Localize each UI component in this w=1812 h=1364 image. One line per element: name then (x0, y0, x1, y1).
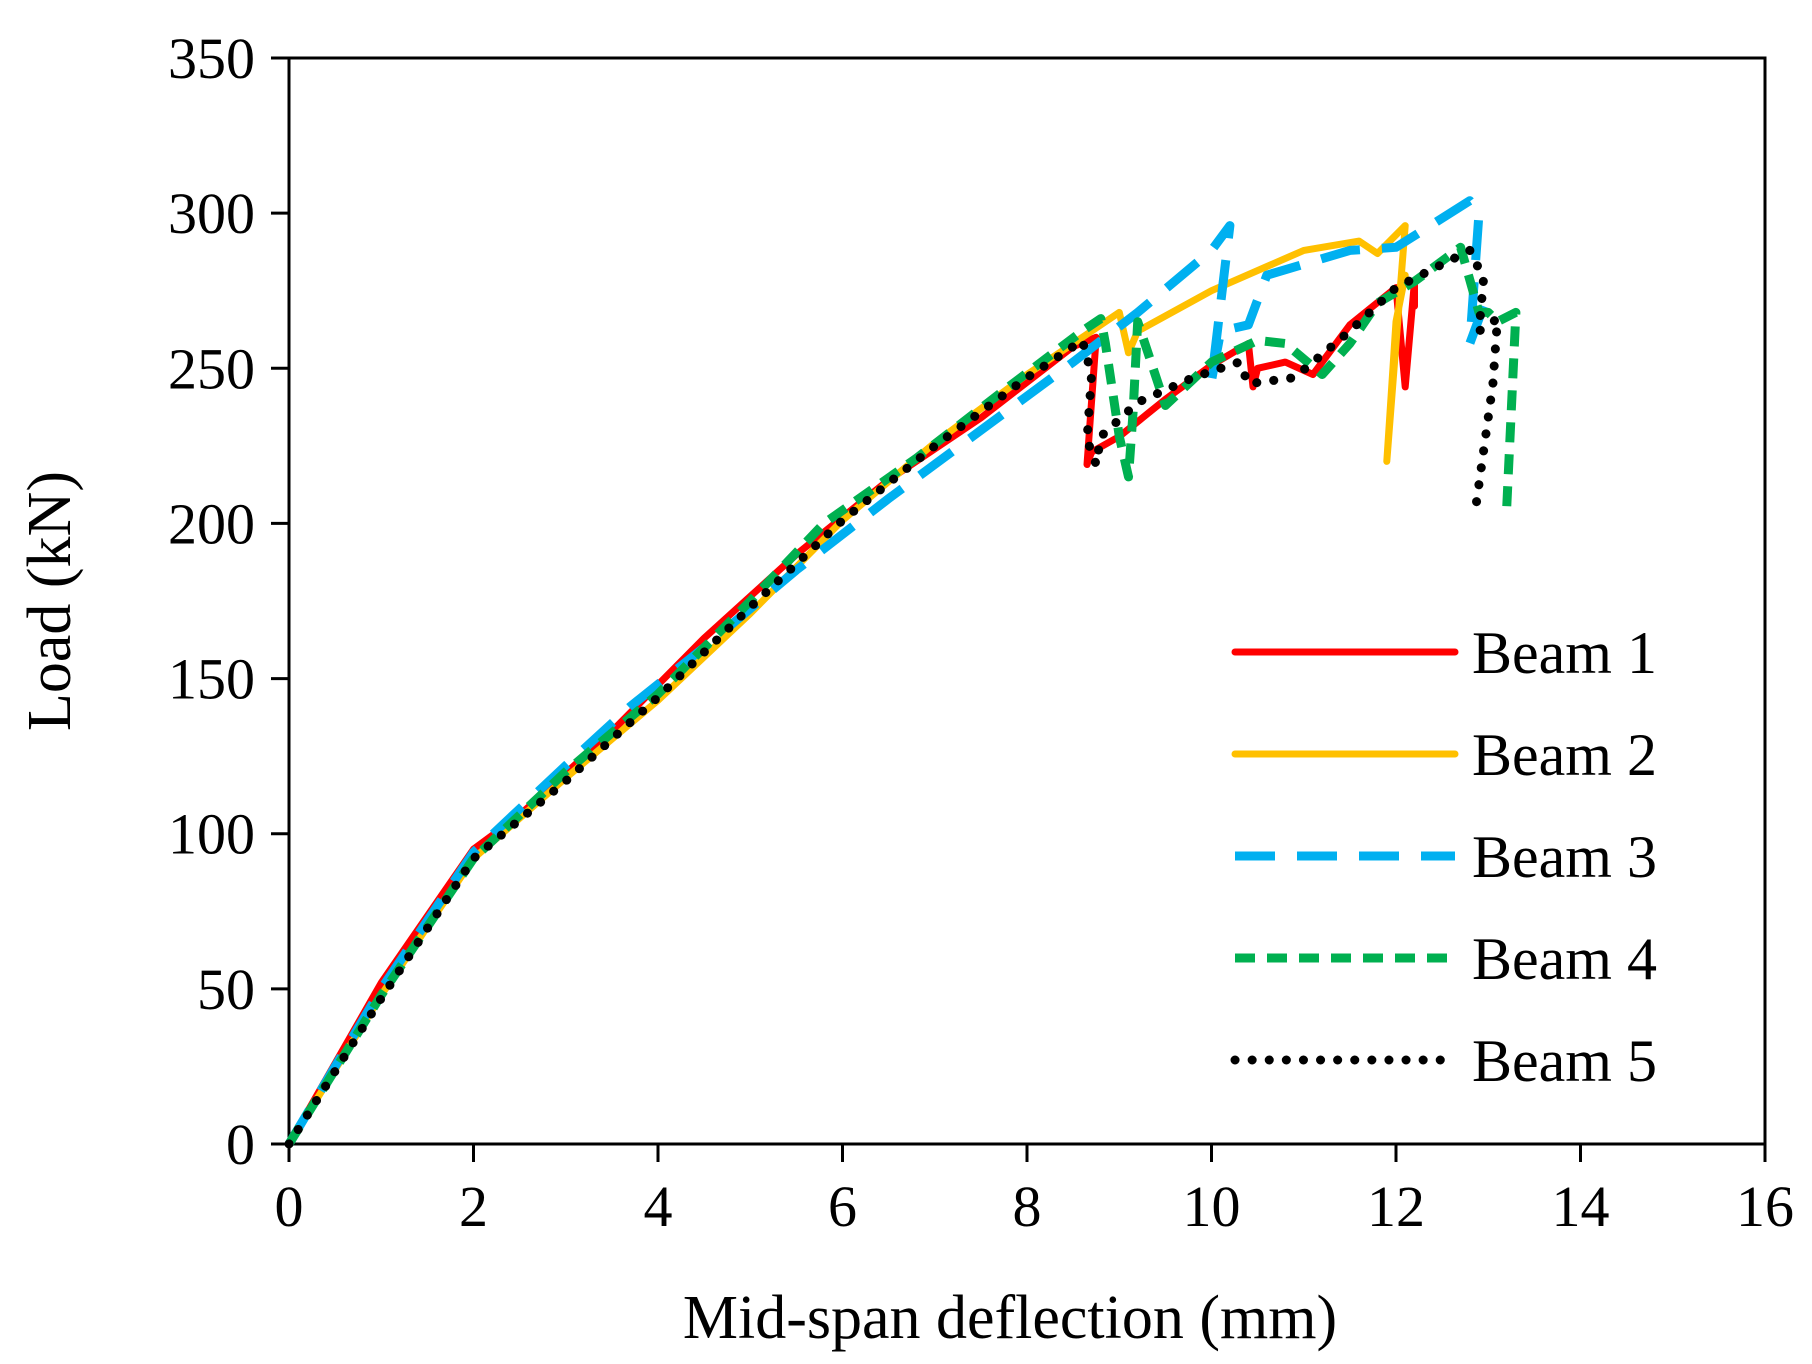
legend: Beam 1 Beam 2 Beam 3 Beam 4 Beam 5 (1230, 620, 1657, 1094)
x-axis-title: Mid-span deflection (mm) (683, 1284, 1337, 1352)
x-axis-ticks: 0 2 4 6 8 10 12 14 16 (275, 1144, 1794, 1239)
y-axis-title: Load (kN) (16, 471, 84, 731)
legend-label-beam-2: Beam 2 (1472, 722, 1657, 788)
x-tick-label: 4 (644, 1174, 673, 1239)
x-tick-label: 10 (1183, 1174, 1241, 1239)
legend-label-beam-4: Beam 4 (1472, 926, 1657, 992)
x-tick-label: 0 (275, 1174, 304, 1239)
y-tick-label: 0 (226, 1112, 255, 1177)
legend-label-beam-5: Beam 5 (1472, 1028, 1657, 1094)
series-line-beam-5 (284, 245, 1502, 1149)
x-tick-label: 14 (1552, 1174, 1610, 1239)
x-tick-label: 2 (459, 1174, 488, 1239)
x-tick-label: 16 (1736, 1174, 1794, 1239)
y-tick-label: 350 (168, 26, 255, 91)
y-axis-ticks: 0 50 100 150 200 250 300 350 (168, 26, 289, 1177)
y-tick-label: 100 (168, 802, 255, 867)
plot-frame (287, 56, 1767, 1146)
x-tick-label: 6 (828, 1174, 857, 1239)
series-line-beam-3 (285, 196, 1488, 1147)
series-line-beam-4 (285, 242, 1521, 1147)
x-tick-label: 8 (1013, 1174, 1042, 1239)
y-tick-label: 200 (168, 491, 255, 556)
y-tick-label: 150 (168, 647, 255, 712)
series-layer (284, 196, 1521, 1149)
y-tick-label: 50 (197, 957, 255, 1022)
y-tick-label: 300 (168, 181, 255, 246)
legend-label-beam-1: Beam 1 (1472, 620, 1657, 686)
y-tick-label: 250 (168, 336, 255, 401)
x-tick-label: 12 (1367, 1174, 1425, 1239)
series-line-beam-2 (285, 222, 1409, 1148)
legend-label-beam-3: Beam 3 (1472, 824, 1657, 890)
